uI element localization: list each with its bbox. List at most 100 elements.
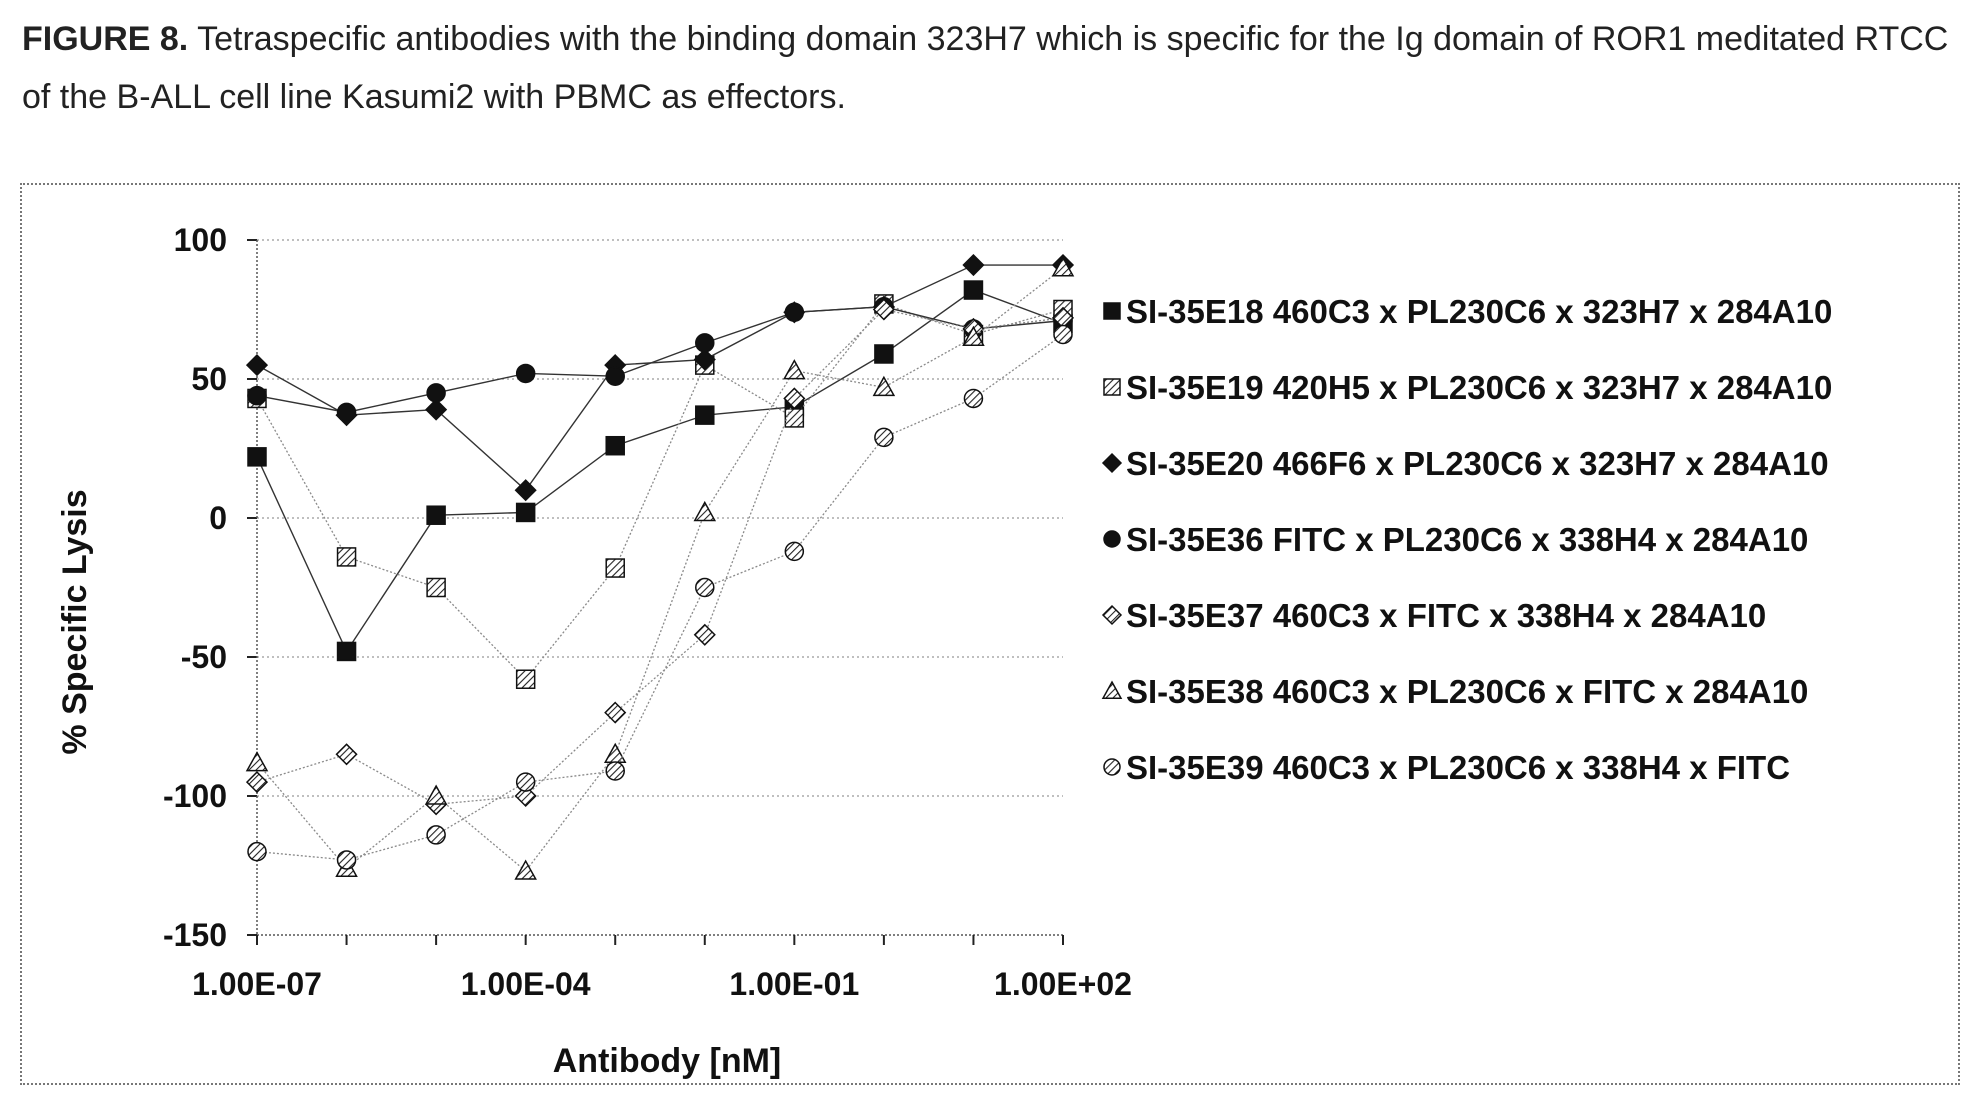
- y-tick-label: 0: [209, 500, 227, 536]
- point-marker: [514, 859, 537, 880]
- series-2: [247, 294, 1073, 689]
- point-marker: [336, 850, 357, 870]
- x-tick-label: 1.00E-04: [461, 966, 591, 1002]
- series-line: [256, 333, 1064, 861]
- y-tick-label: -50: [181, 639, 227, 675]
- point-marker: [872, 298, 895, 321]
- x-tick-label: 1.00E+02: [994, 966, 1132, 1002]
- legend-label: SI-35E36 FITC x PL230C6 x 338H4 x 284A10: [1126, 521, 1808, 558]
- caption-text: Tetraspecific antibodies with the bindin…: [22, 20, 1949, 116]
- point-marker: [515, 502, 536, 523]
- point-marker: [1103, 302, 1121, 320]
- point-marker: [336, 641, 357, 662]
- series-group: [245, 253, 1075, 880]
- point-marker: [247, 447, 267, 467]
- point-marker: [783, 387, 806, 410]
- point-marker: [1101, 604, 1123, 626]
- point-marker: [784, 302, 805, 323]
- y-axis-title: % Specific Lysis: [56, 489, 94, 754]
- point-marker: [1103, 530, 1121, 548]
- legend-item: SI-35E18 460C3 x PL230C6 x 323H7 x 284A1…: [1103, 293, 1832, 330]
- legend-item: SI-35E20 466F6 x PL230C6 x 323H7 x 284A1…: [1101, 445, 1829, 482]
- point-marker: [874, 427, 894, 448]
- point-marker: [426, 577, 446, 598]
- point-marker: [1051, 256, 1075, 277]
- y-tick-label: 50: [191, 361, 227, 397]
- point-marker: [426, 825, 446, 845]
- point-marker: [604, 701, 627, 724]
- legend-item: SI-35E19 420H5 x PL230C6 x 323H7 x 284A1…: [1103, 369, 1832, 406]
- series-3: [245, 253, 1075, 502]
- point-marker: [1101, 452, 1123, 474]
- legend-label: SI-35E39 460C3 x PL230C6 x 338H4 x FITC: [1126, 749, 1790, 786]
- point-marker: [1053, 324, 1073, 345]
- series-6: [245, 256, 1075, 880]
- series-line: [256, 264, 1063, 492]
- series-4: [247, 296, 1073, 423]
- point-marker: [336, 402, 357, 423]
- legend-item: SI-35E39 460C3 x PL230C6 x 338H4 x FITC: [1103, 749, 1790, 786]
- point-marker: [514, 784, 537, 808]
- y-tick-label: 100: [174, 222, 227, 258]
- point-marker: [784, 541, 805, 562]
- point-marker: [783, 359, 806, 380]
- legend-label: SI-35E38 460C3 x PL230C6 x FITC x 284A10: [1126, 673, 1808, 710]
- point-marker: [336, 547, 357, 567]
- series-7: [247, 324, 1073, 870]
- x-tick-label: 1.00E-07: [192, 966, 322, 1002]
- axes: 100 50 0 -50 -100 -150 1.00E-07 1.00E-04 1.00E-0…: [163, 222, 1132, 1002]
- gridlines: [257, 239, 1063, 797]
- point-marker: [426, 505, 446, 525]
- point-marker: [963, 388, 984, 409]
- y-tick-label: -100: [163, 778, 227, 814]
- point-marker: [605, 761, 625, 781]
- series-5: [245, 298, 1075, 816]
- point-marker: [693, 623, 716, 646]
- point-marker: [426, 383, 446, 403]
- point-marker: [245, 751, 269, 772]
- legend: SI-35E18 460C3 x PL230C6 x 323H7 x 284A1…: [1101, 293, 1832, 786]
- point-marker: [962, 253, 985, 277]
- point-marker: [515, 669, 536, 689]
- series-line: [256, 308, 1064, 806]
- legend-item: SI-35E37 460C3 x FITC x 338H4 x 284A10: [1101, 597, 1766, 634]
- point-marker: [247, 841, 267, 862]
- legend-label: SI-35E18 460C3 x PL230C6 x 323H7 x 284A1…: [1126, 293, 1832, 330]
- series-line: [256, 306, 1064, 414]
- point-marker: [784, 408, 805, 428]
- point-marker: [247, 385, 267, 406]
- series-line: [256, 267, 1064, 872]
- point-marker: [695, 577, 715, 598]
- point-marker: [335, 743, 358, 766]
- point-marker: [1101, 680, 1123, 699]
- point-marker: [605, 558, 625, 578]
- series-line: [256, 289, 1064, 653]
- point-marker: [515, 363, 536, 384]
- point-marker: [515, 772, 536, 792]
- figure-caption: FIGURE 8. Tetraspecific antibodies with …: [22, 10, 1952, 126]
- legend-item: SI-35E36 FITC x PL230C6 x 338H4 x 284A10: [1103, 521, 1808, 558]
- point-marker: [425, 398, 448, 421]
- point-marker: [245, 771, 269, 794]
- point-marker: [872, 375, 896, 397]
- y-tick-label: -150: [163, 917, 227, 953]
- point-marker: [874, 344, 894, 364]
- point-marker: [605, 435, 625, 456]
- point-marker: [1103, 378, 1121, 396]
- legend-item: SI-35E38 460C3 x PL230C6 x FITC x 284A10: [1101, 673, 1808, 710]
- figure-label: FIGURE 8.: [22, 20, 189, 58]
- point-marker: [424, 784, 448, 805]
- point-marker: [1103, 758, 1121, 776]
- point-marker: [693, 348, 716, 371]
- point-marker: [695, 333, 715, 353]
- legend-label: SI-35E19 420H5 x PL230C6 x 323H7 x 284A1…: [1126, 369, 1832, 406]
- chart-frame: [20, 183, 1960, 1085]
- point-marker: [693, 500, 717, 522]
- point-marker: [695, 405, 715, 425]
- x-axis-title: Antibody [nM]: [553, 1042, 782, 1080]
- legend-label: SI-35E20 466F6 x PL230C6 x 323H7 x 284A1…: [1126, 445, 1829, 482]
- point-marker: [605, 366, 625, 386]
- point-marker: [514, 479, 537, 502]
- point-marker: [245, 354, 269, 377]
